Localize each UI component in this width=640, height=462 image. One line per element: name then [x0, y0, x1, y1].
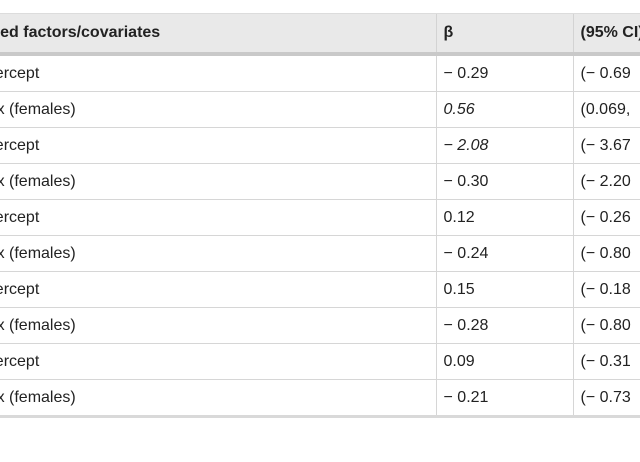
- table-row: Intercept − 0.29 (− 0.69: [0, 54, 640, 92]
- table-container: Fixed factors/covariates β (95% CI) Inte…: [0, 13, 640, 418]
- beta-cell: − 0.24: [435, 235, 573, 272]
- header-ci: (95% CI): [572, 13, 640, 56]
- table-body: Intercept − 0.29 (− 0.69 Sex (females) 0…: [0, 54, 640, 418]
- ci-cell: (− 0.73: [572, 379, 640, 418]
- results-table: Fixed factors/covariates β (95% CI) Inte…: [0, 13, 640, 418]
- ci-cell: (− 0.80: [572, 235, 640, 272]
- table-row: Intercept 0.12 (− 0.26: [0, 199, 640, 236]
- ci-cell: (− 0.80: [572, 307, 640, 344]
- table-row: Sex (females) − 0.28 (− 0.80: [0, 307, 640, 344]
- header-row: Fixed factors/covariates β (95% CI): [0, 13, 640, 56]
- header-beta: β: [435, 13, 573, 56]
- factor-cell: Sex (females): [0, 379, 436, 418]
- factor-cell: Sex (females): [0, 91, 436, 128]
- ci-cell: (− 3.67: [572, 127, 640, 164]
- ci-cell: (0.069,: [572, 91, 640, 128]
- table-row: Sex (females) 0.56 (0.069,: [0, 91, 640, 128]
- table-row: Intercept − 2.08 (− 3.67: [0, 127, 640, 164]
- factor-cell: Intercept: [0, 343, 436, 380]
- beta-cell: − 0.21: [435, 379, 573, 418]
- table-header: Fixed factors/covariates β (95% CI): [0, 13, 640, 56]
- table-row: Sex (females) − 0.24 (− 0.80: [0, 235, 640, 272]
- factor-cell: Sex (females): [0, 307, 436, 344]
- factor-cell: Intercept: [0, 271, 436, 308]
- beta-cell: 0.15: [435, 271, 573, 308]
- beta-cell: − 2.08: [435, 127, 573, 164]
- table-row: Sex (females) − 0.30 (− 2.20: [0, 163, 640, 200]
- factor-cell: Sex (females): [0, 235, 436, 272]
- beta-cell: − 0.30: [435, 163, 573, 200]
- beta-cell: 0.12: [435, 199, 573, 236]
- table-row: Sex (females) − 0.21 (− 0.73: [0, 379, 640, 418]
- header-fixed-factors: Fixed factors/covariates: [0, 13, 436, 56]
- ci-cell: (− 0.31: [572, 343, 640, 380]
- beta-cell: − 0.29: [435, 54, 573, 92]
- ci-cell: (− 0.69: [572, 54, 640, 92]
- ci-cell: (− 0.18: [572, 271, 640, 308]
- factor-cell: Intercept: [0, 54, 436, 92]
- table-row: Intercept 0.09 (− 0.31: [0, 343, 640, 380]
- factor-cell: Intercept: [0, 199, 436, 236]
- ci-cell: (− 0.26: [572, 199, 640, 236]
- beta-cell: 0.56: [435, 91, 573, 128]
- table-row: Intercept 0.15 (− 0.18: [0, 271, 640, 308]
- beta-cell: 0.09: [435, 343, 573, 380]
- factor-cell: Sex (females): [0, 163, 436, 200]
- factor-cell: Intercept: [0, 127, 436, 164]
- ci-cell: (− 2.20: [572, 163, 640, 200]
- beta-cell: − 0.28: [435, 307, 573, 344]
